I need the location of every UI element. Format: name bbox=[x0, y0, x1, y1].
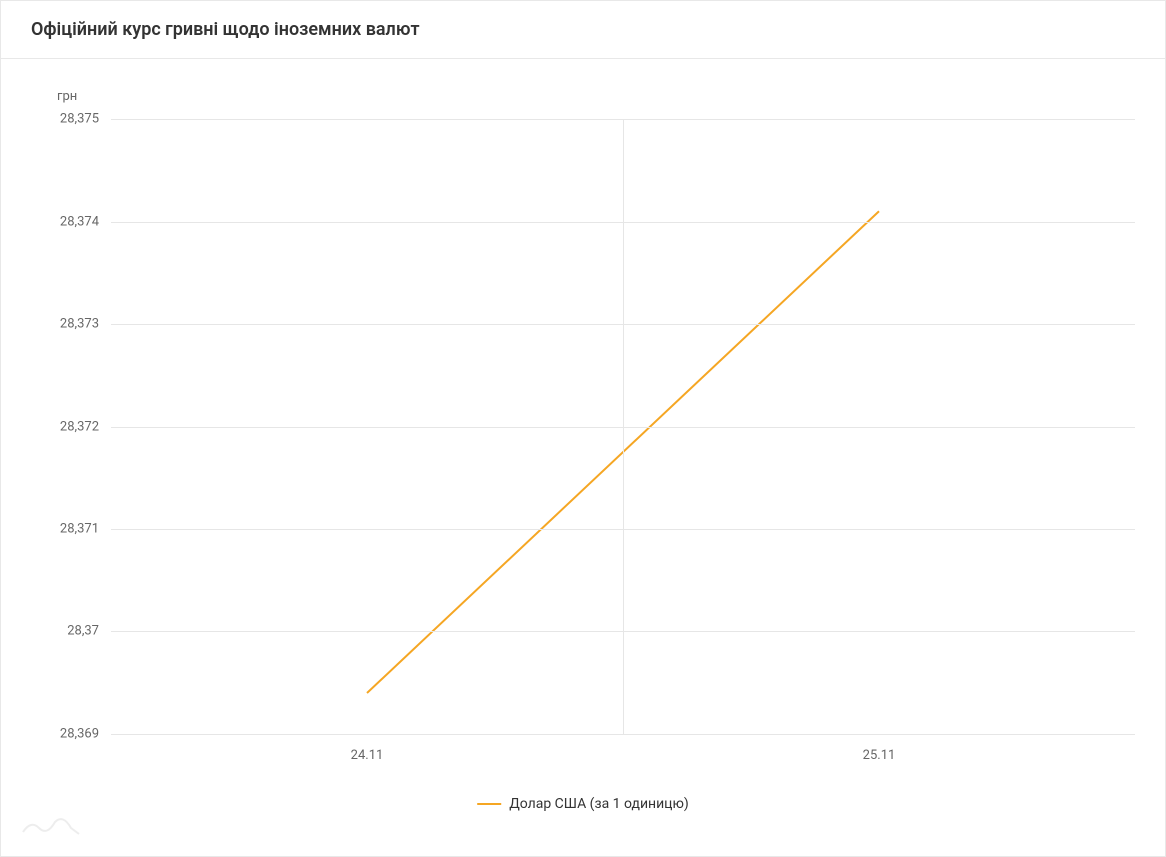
y-tick-label: 28,37 bbox=[67, 624, 99, 639]
y-axis-unit-label: грн bbox=[57, 89, 77, 104]
chart-header: Офіційний курс гривні щодо іноземних вал… bbox=[1, 1, 1165, 59]
grid-line-vertical bbox=[623, 119, 624, 734]
y-tick-label: 28,373 bbox=[60, 316, 99, 331]
chart-container: Офіційний курс гривні щодо іноземних вал… bbox=[0, 0, 1166, 857]
grid-line-horizontal bbox=[111, 734, 1135, 735]
y-tick-label: 28,372 bbox=[60, 419, 99, 434]
y-tick-label: 28,371 bbox=[60, 522, 99, 537]
legend[interactable]: Долар США (за 1 одиницю) bbox=[477, 796, 689, 812]
watermark-icon bbox=[21, 814, 81, 842]
chart-body: грн 28,37528,37428,37328,37228,37128,372… bbox=[1, 59, 1165, 854]
y-tick-label: 28,375 bbox=[60, 112, 99, 127]
plot-region[interactable]: 28,37528,37428,37328,37228,37128,3728,36… bbox=[111, 119, 1135, 734]
y-tick-label: 28,374 bbox=[60, 214, 99, 229]
legend-swatch bbox=[477, 803, 501, 805]
y-tick-label: 28,369 bbox=[60, 727, 99, 742]
x-tick-label: 24.11 bbox=[351, 748, 384, 763]
chart-title: Офіційний курс гривні щодо іноземних вал… bbox=[31, 19, 1135, 40]
legend-label: Долар США (за 1 одиницю) bbox=[509, 796, 689, 812]
x-tick-label: 25.11 bbox=[863, 748, 896, 763]
